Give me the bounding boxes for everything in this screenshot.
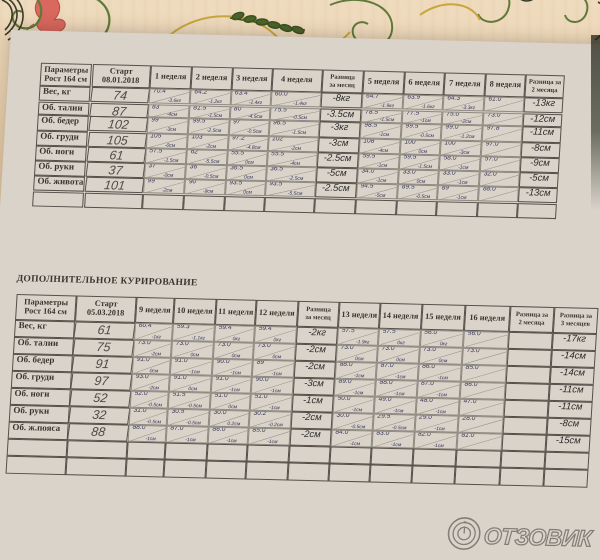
- svg-text:ОТЗОВИК: ОТЗОВИК: [483, 523, 594, 552]
